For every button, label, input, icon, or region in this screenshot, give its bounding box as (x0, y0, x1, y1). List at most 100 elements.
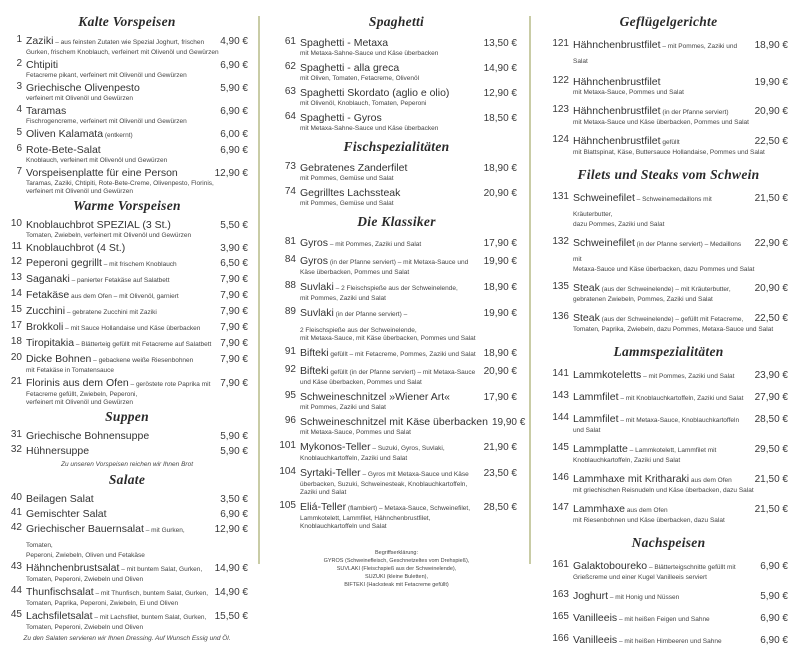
item-body: Peperoni gegrillt – mit frischem Knoblau… (26, 256, 248, 271)
item-main-line: Griechische Olivenpesto 5,90 € (26, 81, 248, 95)
item-main-line: Suvlaki – 2 Fleischspieße aus der Schwei… (300, 280, 517, 295)
menu-item: 84 Gyros (in der Pfanne serviert) – mit M… (276, 254, 517, 277)
item-title: Zucchini – gebratene Zucchini mit Zaziki (26, 304, 157, 319)
item-body: Griechische Olivenpesto 5,90 € verfeinert … (26, 81, 248, 103)
item-title: Fetakäse aus dem Ofen – mit Olivenöl, ga… (26, 288, 179, 303)
item-body: Suvlaki – 2 Fleischspieße aus der Schwei… (300, 280, 517, 303)
item-body: Florinis aus dem Ofen – geröstete rote P… (26, 376, 248, 407)
item-number: 7 (16, 166, 22, 177)
item-number: 6 (16, 143, 22, 154)
menu-item: 5 Oliven Kalamata (entkernt) 6,00 € (6, 127, 248, 142)
menu-item: 95 Schweineschnitzel »Wiener Art« 17,90 € m… (276, 390, 517, 412)
item-number: 21 (10, 376, 22, 387)
item-title: Suvlaki – 2 Fleischspieße aus der Schwei… (300, 280, 458, 295)
item-inline-description: – geröstete rote Paprika mit (128, 381, 211, 388)
item-number: 62 (284, 61, 296, 72)
item-number: 124 (552, 134, 569, 145)
item-name: Gebratenes Zanderfilet (300, 162, 408, 174)
item-name: Lammkoteletts (573, 369, 642, 381)
item-main-line: Lachsfiletsalat – mit Lachsfilet, buntem… (26, 609, 248, 624)
item-title: Oliven Kalamata (entkernt) (26, 127, 133, 142)
item-name: Spaghetti - Metaxa (300, 37, 389, 49)
item-main-line: Vanilleeis – mit heißen Feigen und Sahne… (573, 611, 788, 626)
menu-item: 15 Zucchini – gebratene Zucchini mit Zazi… (6, 304, 248, 319)
item-main-line: Spaghetti - Gyros 18,50 € (300, 111, 517, 125)
item-price: 28,50 € (483, 502, 517, 513)
item-body: Schweineschnitzel »Wiener Art« 17,90 € mit… (300, 390, 517, 412)
item-description: Knoblauch, verfeinert mit Olivenöl und G… (26, 157, 168, 164)
menu-item: 136 Steak (aus der Schweinelende) – gefül… (549, 311, 788, 334)
item-price: 6,90 € (220, 145, 248, 156)
item-body: Oliven Kalamata (entkernt) 6,00 € (26, 127, 248, 142)
item-inline-description: (flambiert) – Metaxa-Sauce, Schweinefile… (346, 505, 471, 512)
item-name: Oliven Kalamata (26, 128, 104, 140)
item-name: Joghurt (573, 590, 609, 602)
item-name: Gyros (300, 255, 329, 267)
item-title: Zaziki – aus feinsten Zutaten wie Spezia… (26, 34, 204, 49)
item-title: Knoblauchbrot (4 St.) (26, 241, 125, 254)
item-main-line: Vanilleeis – mit heißen Himbeeren und Sa… (573, 633, 788, 648)
item-title: Vanilleeis – mit heißen Himbeeren und Sa… (573, 633, 722, 648)
item-name: Steak (573, 282, 600, 294)
item-price: 23,90 € (754, 370, 788, 381)
item-name: Lachsfiletsalat (26, 610, 93, 622)
item-description: verfeinert mit Olivenöl und Gewürzen (26, 95, 133, 102)
item-name: Vanilleeis (573, 612, 618, 624)
item-main-line: Thunfischsalat – mit Thunfisch, buntem S… (26, 585, 248, 600)
item-main-line: Spaghetti Skordato (aglio e olio) 12,90 € (300, 86, 517, 100)
menu-column-middle: Spaghetti 61 Spaghetti - Metaxa 13,50 € mit … (266, 0, 529, 588)
item-number: 73 (284, 161, 296, 172)
menu-item: 123 Hähnchenbrustfilet (in der Pfanne ser… (549, 104, 788, 127)
item-price: 14,90 € (214, 587, 248, 598)
item-description: Käse überbacken, Pommes und Salat (300, 269, 410, 276)
item-title: Lammhaxe mit Kritharaki aus dem Ofen (573, 472, 732, 487)
item-inline-description: – Blätterteigschnitte gefüllt mit (647, 564, 736, 571)
item-body: Zucchini – gebratene Zucchini mit Zaziki… (26, 304, 248, 319)
menu-item: 45 Lachsfiletsalat – mit Lachsfilet, bunt… (6, 609, 248, 632)
item-name: Zucchini (26, 305, 66, 317)
item-number: 61 (284, 36, 296, 47)
item-price: 19,90 € (483, 256, 517, 267)
item-inline-description: – mit heißen Feigen und Sahne (617, 616, 710, 623)
menu-item: 44 Thunfischsalat – mit Thunfisch, buntem… (6, 585, 248, 608)
menu-item: 124 Hähnchenbrustfilet gefüllt 22,50 € mit … (549, 134, 788, 157)
item-description: Tomaten, Zwiebeln, verfeinert mit Oliven… (26, 232, 192, 239)
item-title: Hähnchenbrustfilet (573, 75, 661, 88)
item-body: Lammfilet – mit Knoblauchkartoffeln, Zaz… (573, 390, 788, 405)
menu-item: 131 Schweinefilet – Schweinemedaillons mi… (549, 191, 788, 229)
item-name: Griechische Bohnensuppe (26, 430, 150, 442)
item-title: Gebratenes Zanderfilet (300, 161, 407, 174)
item-name: Schweineschnitzel »Wiener Art« (300, 391, 450, 403)
item-title: Knoblauchbrot SPEZIAL (3 St.) (26, 218, 171, 231)
item-main-line: Fetakäse aus dem Ofen – mit Olivenöl, ga… (26, 288, 248, 303)
item-price: 21,90 € (483, 442, 517, 453)
item-number: 123 (552, 104, 569, 115)
item-description: und Käse überbacken, Pommes und Salat (300, 379, 422, 386)
item-price: 7,90 € (220, 274, 248, 285)
item-description: Peperoni, Zwiebeln, Oliven und Fetakäse (26, 552, 145, 559)
menu-item: 74 Gegrilltes Lachssteak 20,90 € mit Pommes… (276, 186, 517, 208)
item-number: 96 (284, 415, 296, 426)
menu-item: 42 Griechischer Bauernsalat – mit Gurken,… (6, 522, 248, 560)
item-inline-description: – mit Thunfisch, buntem Salat, Gurken, (93, 590, 209, 597)
item-main-line: Gegrilltes Lachssteak 20,90 € (300, 186, 517, 200)
item-price: 6,90 € (760, 561, 788, 572)
item-description: Zaziki und Salat (300, 489, 347, 496)
item-price: 14,90 € (483, 63, 517, 74)
item-inline-description: – gebratene Zucchini mit Zaziki (65, 309, 157, 316)
item-title: Lammhaxe aus dem Ofen (573, 502, 668, 517)
item-main-line: Griechische Bohnensuppe 5,90 € (26, 429, 248, 443)
item-body: Saganaki – panierter Fetakäse auf Salatb… (26, 272, 248, 287)
item-price: 12,90 € (214, 524, 248, 535)
item-number: 88 (284, 280, 296, 291)
item-price: 12,90 € (214, 168, 248, 179)
item-body: Fetakäse aus dem Ofen – mit Olivenöl, ga… (26, 288, 248, 303)
menu-item: 92 Bifteki gefüllt (in der Pfanne servier… (276, 364, 517, 387)
item-main-line: Lammfilet – mit Metaxa-Sauce, Knoblauchk… (573, 412, 788, 427)
item-main-line: Gyros – mit Pommes, Zaziki und Salat 17,9… (300, 236, 517, 251)
item-name: Hähnchenbrustfilet (573, 39, 661, 51)
item-title: Schweinefilet (in der Pfanne serviert) –… (573, 236, 751, 266)
item-main-line: Eliá-Teller (flambiert) – Metaxa-Sauce, … (300, 500, 517, 515)
item-description: mit Riesenbohnen und Käse überbacken, da… (573, 517, 725, 524)
item-price: 7,90 € (220, 322, 248, 333)
